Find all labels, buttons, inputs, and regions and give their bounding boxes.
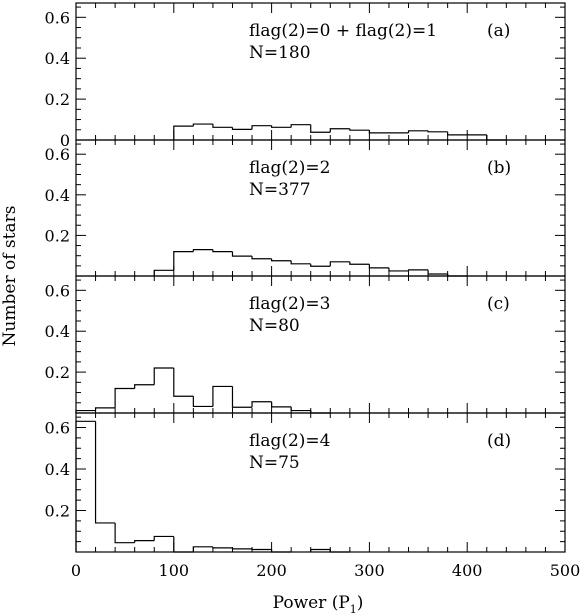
panel-n-annotation: N=80 [249,316,300,336]
y-tick-label: 0.4 [45,186,70,205]
y-tick-label: 0.6 [45,145,70,164]
histogram-bar [231,127,253,130]
histogram-bar [114,522,135,544]
histogram-bar [271,258,292,262]
histogram-bar [427,130,448,133]
histogram-bar [192,249,213,252]
y-tick-label: 0.4 [45,49,70,68]
y-tick-label: 0.6 [45,419,70,438]
y-tick-label: 0.2 [45,502,70,521]
histogram-bar [192,546,213,552]
histogram-bar [271,401,292,408]
y-axis-label: Number of stars [0,206,20,347]
histogram-bar [134,539,155,543]
histogram-bar [310,548,331,552]
histogram-bar [251,548,272,551]
y-tick-label: 0.4 [45,460,70,479]
histogram-bar [173,536,194,553]
histogram-bar [290,406,311,412]
histogram-bar [153,367,174,385]
x-axis-label-subscript: 1 [350,603,357,614]
panel-n-annotation: N=75 [249,453,300,473]
x-tick-label: 200 [256,561,287,580]
y-tick-label: 0.6 [45,281,70,300]
histogram-bar [212,249,233,253]
histogram-bar [173,251,194,271]
panel-flag-annotation: flag(2)=0 + flag(2)=1 [249,21,437,41]
histogram-bar [349,261,370,265]
histogram-bar [192,396,213,408]
histogram-bar [447,131,468,136]
histogram-bar [271,125,292,128]
y-tick-label: 0.2 [45,90,70,109]
y-tick-label: 0.4 [45,322,70,341]
histogram-bar [231,251,253,257]
histogram-bar [212,546,233,549]
y-tick-label: 0 [60,131,70,150]
histogram-bar [407,130,429,133]
panel-n-annotation: N=180 [249,43,311,63]
panel-label: (d) [487,431,511,451]
x-axis-label-close: ) [357,593,364,613]
x-tick-label: 0 [71,561,81,580]
histogram-bar [368,264,389,269]
histogram-bar [388,267,409,272]
x-tick-label: 300 [354,561,385,580]
histogram-bar [134,384,155,389]
panel-n-annotation: N=377 [249,180,311,200]
histogram-bar [212,385,233,407]
histogram-bar [290,260,311,265]
histogram-bar [75,409,96,413]
x-tick-labels: 0 100 200 300 400 500 [71,561,580,580]
panel-label: (c) [487,294,510,314]
histogram-bar [368,130,389,134]
histogram-bar [486,134,507,141]
histogram-bar [94,407,116,411]
histogram-bar [251,401,272,408]
panel-label: (a) [487,21,510,41]
histogram-bar [173,125,194,140]
x-axis-label-main: Power (P [273,593,350,613]
histogram-bar [94,421,116,524]
panel-flag-annotation: flag(2)=4 [249,431,331,451]
histogram-bar [310,124,331,133]
x-tick-label: 500 [550,561,581,580]
histogram-bar [212,124,233,128]
histogram-bar [329,549,350,553]
histogram-bar [114,387,135,408]
histogram-bar [251,256,272,260]
panel-flag-annotation: flag(2)=3 [249,294,331,314]
x-tick-label: 100 [159,561,190,580]
histogram-bar [231,386,253,408]
histogram-bar [231,547,253,550]
histogram-bar [271,549,292,553]
histogram-bar [153,269,174,276]
histogram-bar [310,263,331,267]
histogram-bar [173,368,194,397]
histogram-bar [407,269,429,271]
histogram-bar [75,420,96,552]
y-tick-label: 0.2 [45,226,70,245]
x-tick-label: 400 [452,561,483,580]
panel-label: (b) [487,158,511,178]
panel-a: 0 0.2 0.4 0.6 flag(2)=0 + flag(2)=1N=180 (a) [45,2,566,150]
histogram-bar [427,269,448,275]
panel-c: 0.2 0.4 0.6 flag(2)=3N=80 (c) [45,275,566,414]
histogram-bar [329,261,350,267]
histogram-bar [192,123,213,127]
histogram-bar [329,128,350,133]
panel-d: 0.2 0.4 0.6 flag(2)=4N=75 (d) [45,412,566,553]
histogram-bar [290,124,311,128]
y-tick-label: 0.2 [45,363,70,382]
x-axis-label: Power (P1) [273,593,364,614]
panel-flag-annotation: flag(2)=2 [249,158,331,178]
histogram-bar [251,125,272,130]
y-tick-label: 0.6 [45,8,70,27]
histogram-bar [349,128,370,131]
panel-b: 0.2 0.4 0.6 flag(2)=2N=377 (b) [45,139,566,277]
histogram-bar [153,535,174,541]
